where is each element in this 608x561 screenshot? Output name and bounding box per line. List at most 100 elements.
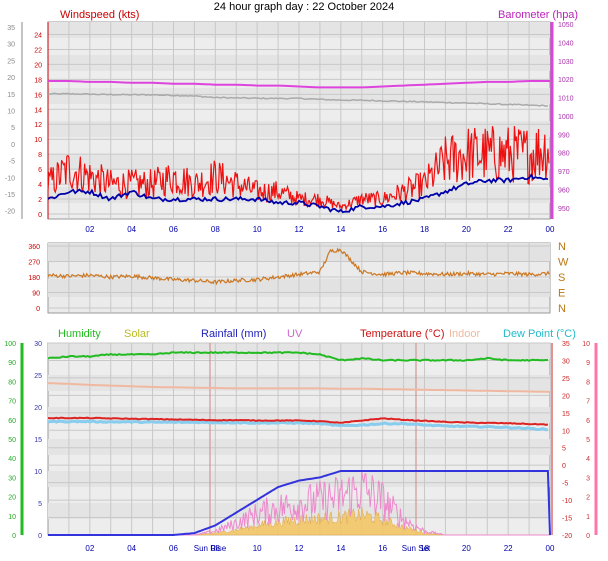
top-x-tick: 00: [546, 225, 555, 234]
wind-tick: 2: [38, 197, 42, 204]
bottom-x-tick: 08: [211, 544, 220, 553]
humidity-line: [47, 351, 548, 362]
humidity-tick: 10: [8, 514, 16, 521]
humidity-label: Humidity: [58, 328, 101, 340]
compass-tick: N: [558, 303, 566, 315]
rainfall-line: [48, 470, 551, 536]
sunrise-label: Sun Rise: [194, 544, 227, 553]
temperature-line: [47, 416, 549, 426]
baro-axis-label: Barometer (hpa): [498, 9, 578, 21]
bottom-x-tick: 22: [504, 544, 513, 553]
wind-tick: 22: [34, 47, 42, 54]
baro-tick: 980: [558, 151, 570, 158]
bottom-x-tick: 18: [420, 544, 429, 553]
outer-left-tick: 35: [7, 25, 15, 32]
wind-axis-label: Windspeed (kts): [60, 9, 139, 21]
humidity-tick: 60: [8, 418, 16, 425]
temp-tick: 5: [562, 446, 566, 453]
direction-tick: 90: [32, 291, 40, 298]
uv-tick: 8: [586, 379, 590, 386]
temp-tick: 15: [562, 411, 570, 418]
rainfall-label: Rainfall (mm): [201, 328, 266, 340]
baro-tick: 970: [558, 169, 570, 176]
humidity-tick: 70: [8, 399, 16, 406]
wind-tick: 14: [34, 107, 42, 114]
bottom-x-tick: 14: [336, 544, 345, 553]
bottom-x-tick: 12: [295, 544, 304, 553]
baro-tick: 1020: [558, 77, 574, 84]
baro-tick: 990: [558, 132, 570, 139]
wind-tick: 6: [38, 167, 42, 174]
baro-secondary-line: [47, 92, 549, 107]
top-x-tick: 10: [253, 225, 262, 234]
outer-left-tick: 10: [7, 109, 15, 116]
temp-tick: 10: [562, 428, 570, 435]
temp-tick: 25: [562, 376, 570, 383]
outer-left-tick: 15: [7, 92, 15, 99]
wind-tick: 24: [34, 32, 42, 39]
compass-tick: N: [558, 241, 566, 253]
baro-tick: 1030: [558, 59, 574, 66]
baro-tick: 1010: [558, 96, 574, 103]
bottom-x-tick: 16: [378, 544, 387, 553]
top-x-tick: 14: [336, 225, 345, 234]
uv-tick: 10: [582, 341, 590, 348]
bottom-x-tick: 04: [127, 544, 136, 553]
bottom-x-tick: 20: [462, 544, 471, 553]
outer-left-tick: -15: [5, 192, 15, 199]
outer-left-tick: 30: [7, 42, 15, 49]
humidity-tick: 90: [8, 360, 16, 367]
uv-tick: 7: [586, 399, 590, 406]
temperature-label: Temperature (°C): [360, 328, 444, 340]
bottom-x-tick: 02: [85, 544, 94, 553]
baro-tick: 960: [558, 187, 570, 194]
top-x-tick: 16: [378, 225, 387, 234]
top-x-tick: 08: [211, 225, 220, 234]
outer-left-tick: 5: [11, 125, 15, 132]
rain-tick: 15: [34, 437, 42, 444]
wind-tick: 0: [38, 212, 42, 219]
temp-tick: 0: [562, 463, 566, 470]
wind-tick: 10: [34, 137, 42, 144]
outer-left-tick: -20: [5, 209, 15, 216]
outer-left-tick: 0: [11, 142, 15, 149]
bottom-x-tick: 10: [253, 544, 262, 553]
wind-tick: 12: [34, 122, 42, 129]
humidity-tick: 80: [8, 379, 16, 386]
uv-tick: 6: [586, 418, 590, 425]
top-x-tick: 02: [85, 225, 94, 234]
indoor-label: Indoor: [449, 328, 481, 340]
baro-tick: 1040: [558, 40, 574, 47]
rain-tick: 20: [34, 405, 42, 412]
wind-tick: 8: [38, 152, 42, 159]
temp-tick: -10: [562, 498, 572, 505]
wind-tick: 16: [34, 92, 42, 99]
uv-tick: 9: [586, 360, 590, 367]
baro-tick: 1050: [558, 22, 574, 29]
rain-tick: 30: [34, 341, 42, 348]
rain-tick: 5: [38, 501, 42, 508]
outer-left-tick: 25: [7, 58, 15, 65]
bottom-x-tick: 06: [169, 544, 178, 553]
direction-tick: 0: [36, 306, 40, 313]
outer-left-tick: 20: [7, 75, 15, 82]
top-x-tick: 06: [169, 225, 178, 234]
top-x-tick: 20: [462, 225, 471, 234]
uv-tick: 4: [586, 456, 590, 463]
humidity-tick: 30: [8, 475, 16, 482]
top-x-tick: 12: [295, 225, 304, 234]
humidity-tick: 20: [8, 495, 16, 502]
baro-line: [48, 80, 550, 89]
baro-tick: 1000: [558, 114, 574, 121]
baro-tick: 950: [558, 206, 570, 213]
temp-tick: -20: [562, 533, 572, 540]
wind-tick: 4: [38, 182, 42, 189]
dewpoint-label: Dew Point (°C): [503, 328, 576, 340]
uv-tick: 0: [586, 533, 590, 540]
rain-tick: 10: [34, 469, 42, 476]
indoor-temp-line: [47, 382, 551, 393]
chart-title: 24 hour graph day : 22 October 2024: [214, 1, 394, 13]
rain-tick: 0: [38, 533, 42, 540]
